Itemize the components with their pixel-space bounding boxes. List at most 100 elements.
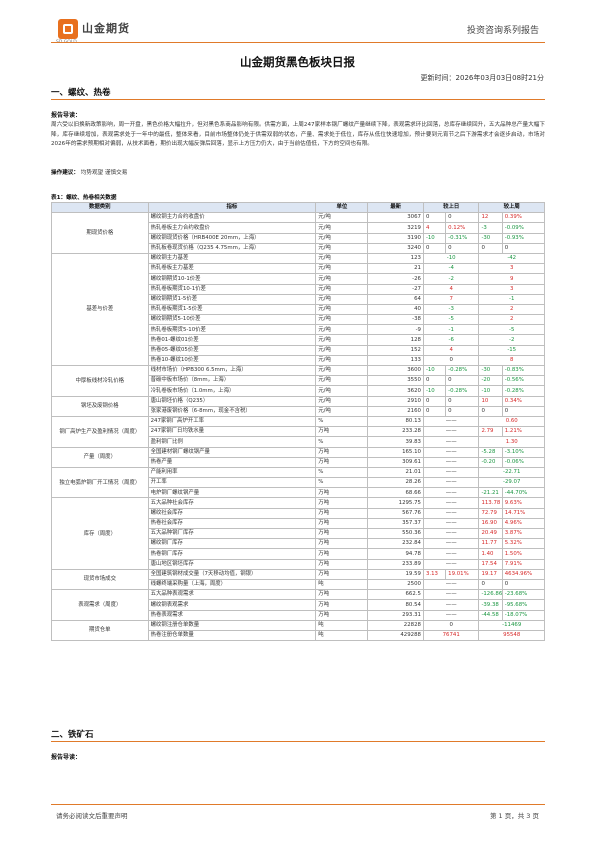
week-change-cell: 2.79 [478, 426, 503, 438]
latest-value-cell: 21.01 [367, 466, 424, 479]
week-change-cell: 2 [478, 303, 545, 316]
table-row: 热卷注册仓单数量吨 429288 76741 95548 [52, 629, 545, 642]
day-change-cell: —— [422, 426, 480, 438]
guide-text: 周六受以旧换新政策影响，周一开盘，黑色价格大幅拉升，但对黑色系商品影响有限。供需… [51, 122, 545, 147]
week-change-cell: -5.28 [478, 446, 503, 458]
week-change-cell: 17.54 [478, 558, 503, 570]
indicator-cell: 线螺终端采购量（上海，周度） [147, 578, 317, 591]
week-change-pct-cell: -23.68% [501, 589, 546, 601]
indicator-cell: 热轧板卷现货价格（Q235 4.75mm，上海） [147, 242, 317, 254]
section-heading-1: 一、螺纹、热卷 [51, 88, 111, 98]
day-change-cell: —— [422, 599, 480, 611]
day-change-cell: —— [422, 415, 480, 428]
unit-cell: 元/吨 [315, 395, 369, 407]
day-change-cell: 4 [422, 283, 480, 295]
unit-cell: 万吨 [315, 527, 369, 540]
category-cell: 期现货价格 [51, 212, 149, 254]
header-unit: 单位 [315, 201, 369, 214]
week-change-cell: 1.40 [478, 548, 503, 560]
table-row: 电炉钢厂螺纹钢产量 万吨 68.66 —— -21.21 -44.70% [52, 487, 546, 499]
latest-value-cell: 662.5 [367, 589, 424, 601]
day-change-pct-cell: 0 [445, 405, 480, 417]
latest-value-cell: -38 [367, 314, 424, 326]
day-change-cell: 4 [422, 222, 447, 234]
category-cell: 现货市场成交 [51, 568, 149, 591]
header-week-change: 较上周 [478, 201, 545, 214]
advice-line: 操作建议： 均势观望 谨慎交易 [51, 168, 127, 176]
week-change-cell: 72.79 [478, 507, 503, 519]
day-change-cell: -10 [422, 252, 480, 265]
week-change-cell: 11.77 [478, 538, 503, 550]
day-change-cell: —— [422, 446, 480, 458]
indicator-cell: 五大品种钢厂库存 [147, 527, 317, 540]
week-change-cell: -30 [478, 232, 503, 244]
week-change-pct-cell: 4634.96% [501, 568, 546, 580]
table-title: 表1：螺纹、热卷相关数据 [51, 195, 117, 201]
week-change-cell: -2 [478, 334, 545, 346]
unit-cell: 元/吨 [315, 314, 369, 326]
table-row: 螺纹钢表观需求 万吨 80.54 —— -39.38 -95.68% [52, 599, 546, 611]
header-category: 数据类别 [51, 201, 149, 214]
indicator-cell: 唐山地区钢坯库存 [147, 558, 317, 570]
indicator-cell: 247家钢厂日均铁水量 [147, 426, 317, 438]
table-row: 螺纹钢现货价格（HRB400E 20mm，上海） 元/吨 3190 -10 -0.31%… [52, 232, 546, 244]
unit-cell: 元/吨 [315, 252, 369, 265]
indicator-cell: 热卷社会库存 [147, 517, 317, 530]
latest-value-cell: 64 [367, 293, 424, 305]
day-change-pct-cell: 0 [445, 395, 480, 407]
week-change-cell: 12 [478, 212, 503, 224]
week-change-pct-cell: 9.63% [501, 497, 546, 509]
unit-cell: 万吨 [315, 456, 369, 468]
week-change-pct-cell: 1.21% [501, 426, 546, 438]
day-change-cell: —— [422, 527, 480, 540]
week-change-pct-cell: 0 [501, 242, 546, 254]
category-cell: 钢厂高炉生产及盈利情况（周度） [51, 415, 149, 448]
day-change-cell: -5 [422, 314, 480, 326]
table-row: 热轧板卷现货价格（Q235 4.75mm，上海） 元/吨 3240 0 0 0 0 [52, 242, 546, 254]
latest-value-cell: 123 [367, 252, 424, 265]
unit-cell: 万吨 [315, 538, 369, 550]
advice-text: 均势观望 谨慎交易 [78, 170, 128, 176]
unit-cell: 元/吨 [315, 212, 369, 224]
day-change-cell: 0 [422, 242, 447, 254]
latest-value-cell: 567.76 [367, 507, 424, 519]
guide-label: 报告导读： [51, 112, 82, 119]
week-change-cell: 20.49 [478, 527, 503, 540]
week-change-cell: 9 [478, 273, 545, 285]
week-change-pct-cell: 7.91% [501, 558, 546, 570]
unit-cell: % [315, 415, 369, 428]
unit-cell: % [315, 436, 369, 448]
week-change-cell: 0 [478, 578, 503, 591]
indicator-cell: 螺纹钢期货10-1价差 [147, 273, 317, 285]
table-header-row: 数据类别 指标 单位 最新 较上日 较上周 [51, 201, 545, 214]
week-change-cell: -44.58 [478, 609, 503, 621]
unit-cell: 吨 [315, 629, 369, 642]
footer-disclaimer: 请务必阅读文后重要声明 [56, 812, 128, 820]
day-change-pct-cell: -0.28% [445, 385, 480, 397]
indicator-cell: 热卷钢厂库存 [147, 548, 317, 560]
indicator-cell: 线材市场价（HPB300 6.5mm，上海） [147, 364, 317, 377]
day-change-cell: 0 [422, 619, 480, 631]
unit-cell: 元/吨 [315, 354, 369, 367]
header-divider [51, 42, 545, 43]
table-row: 螺纹钢期货5-10价差 元/吨 -38 -5 2 [52, 314, 545, 326]
week-change-pct-cell: -0.93% [501, 232, 546, 244]
table-row: 螺纹钢厂库存 万吨 232.84 —— 11.77 5.32% [52, 538, 546, 550]
day-change-cell: -6 [422, 334, 480, 346]
indicator-cell: 螺纹钢主力基差 [147, 252, 317, 265]
indicator-cell: 热卷表观需求 [147, 609, 317, 621]
day-change-cell: 0 [422, 395, 447, 407]
table-row: 钢坯及废钢价格 唐山钢坯价格（Q235） 元/吨 2910 0 0 10 0.34% [51, 395, 546, 417]
unit-cell: 元/吨 [315, 232, 369, 244]
table-row: 钢厂高炉生产及盈利情况（周度） 247家钢厂高炉开工率% 80.13 —— 0.60 [51, 415, 545, 448]
day-change-cell: 7 [422, 293, 480, 305]
unit-cell: 万吨 [315, 599, 369, 611]
indicator-cell: 热卷01-螺纹01价差 [147, 334, 317, 346]
week-change-pct-cell: 0 [501, 405, 546, 417]
latest-value-cell: 233.89 [367, 558, 424, 570]
indicator-cell: 螺纹钢现货价格（HRB400E 20mm，上海） [147, 232, 317, 244]
week-change-cell: -126.86 [478, 589, 503, 601]
unit-cell: 吨 [315, 619, 369, 631]
indicator-cell: 全国建筑钢材成交量（7天移动均值，钢银） [147, 568, 317, 580]
day-change-cell: -4 [422, 263, 480, 275]
